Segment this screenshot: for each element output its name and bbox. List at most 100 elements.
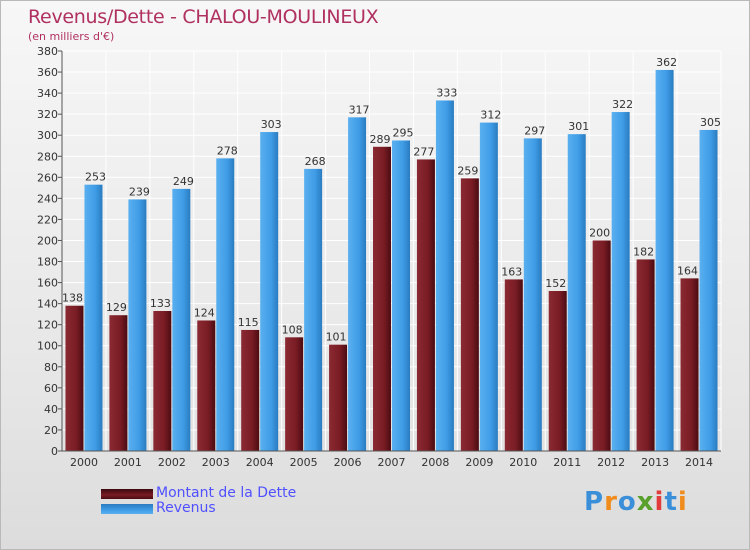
data-label-dette: 138: [62, 292, 83, 305]
bar-dette: [109, 315, 128, 451]
y-tick-label: 320: [37, 108, 58, 121]
bar-revenus: [172, 188, 191, 452]
data-label-revenus: 295: [393, 126, 414, 139]
x-tick-label: 2012: [597, 456, 625, 469]
y-tick-label: 160: [37, 277, 58, 290]
legend-label-dette: Montant de la Dette: [156, 485, 297, 501]
bar-revenus: [216, 158, 235, 452]
y-tick-label: 100: [37, 340, 58, 353]
y-tick-label: 20: [44, 424, 58, 437]
x-tick-label: 2009: [465, 456, 493, 469]
bar-revenus: [84, 184, 103, 451]
y-tick-label: 80: [44, 361, 58, 374]
bars: [65, 69, 718, 452]
logo-letter: r: [604, 487, 618, 517]
y-tick-label: 340: [37, 87, 58, 100]
y-tick-label: 240: [37, 192, 58, 205]
y-tick-label: 220: [37, 213, 58, 226]
proxiti-logo: Proxiti: [584, 487, 688, 517]
data-label-revenus: 249: [173, 175, 194, 188]
bar-revenus: [435, 100, 454, 451]
data-label-revenus: 322: [612, 98, 633, 111]
bar-revenus: [128, 199, 147, 451]
data-label-dette: 108: [282, 323, 303, 336]
data-label-revenus: 297: [524, 124, 545, 137]
x-tick-label: 2002: [158, 456, 186, 469]
bar-dette: [548, 291, 567, 451]
data-label-revenus: 301: [568, 120, 589, 133]
data-label-dette: 124: [194, 306, 215, 319]
logo-letter: t: [664, 487, 678, 517]
y-tick-label: 260: [37, 171, 58, 184]
y-tick-label: 280: [37, 150, 58, 163]
data-label-revenus: 317: [349, 103, 370, 116]
bar-dette: [636, 259, 655, 451]
chart-subtitle: (en milliers d'€): [28, 30, 115, 43]
bar-revenus: [567, 134, 586, 451]
data-labels: 138 253 129 239 133 249 124 278 115 303 108 268 101 3…: [62, 56, 721, 344]
logo-letter: o: [617, 487, 637, 517]
logo-letter: P: [584, 487, 605, 517]
y-tick-label: 180: [37, 256, 58, 269]
bar-dette: [241, 329, 260, 451]
x-tick-label: 2000: [70, 456, 98, 469]
y-tick-label: 60: [44, 382, 58, 395]
chart-title: Revenus/Dette - CHALOU-MOULINEUX: [28, 6, 379, 28]
bar-revenus: [611, 112, 630, 451]
bar-dette: [416, 159, 435, 451]
data-label-dette: 152: [545, 277, 566, 290]
data-label-dette: 101: [326, 331, 347, 344]
data-label-dette: 163: [501, 265, 522, 278]
data-label-revenus: 268: [305, 155, 326, 168]
bar-dette: [592, 240, 611, 451]
bar-dette: [153, 311, 172, 451]
data-label-revenus: 303: [261, 118, 282, 131]
data-label-dette: 277: [413, 145, 434, 158]
bar-revenus: [523, 138, 542, 452]
bar-dette: [197, 320, 216, 451]
y-tick-label: 300: [37, 129, 58, 142]
x-tick-label: 2005: [290, 456, 318, 469]
logo-letter: i: [677, 487, 688, 517]
x-tick-label: 2013: [641, 456, 669, 469]
bar-revenus: [392, 140, 410, 451]
x-tick-label: 2007: [378, 456, 406, 469]
data-label-revenus: 278: [217, 144, 238, 157]
data-label-revenus: 333: [436, 86, 457, 99]
data-label-dette: 259: [457, 164, 478, 177]
data-label-dette: 164: [677, 264, 698, 277]
bar-revenus: [655, 69, 674, 452]
data-label-revenus: 239: [129, 185, 150, 198]
data-label-dette: 182: [633, 245, 654, 258]
y-tick-label: 360: [37, 66, 58, 79]
x-tick-label: 2014: [685, 456, 713, 469]
grid-lines: [61, 50, 722, 452]
legend-label-revenus: Revenus: [156, 500, 216, 516]
bar-dette: [373, 146, 391, 451]
data-label-revenus: 305: [700, 116, 721, 129]
x-tick-label: 2004: [246, 456, 274, 469]
bar-dette: [285, 337, 304, 451]
data-label-revenus: 362: [656, 56, 677, 69]
bar-revenus: [348, 117, 367, 451]
bar-dette: [460, 178, 479, 452]
data-label-dette: 289: [370, 133, 391, 146]
x-tick-label: 2006: [334, 456, 362, 469]
bar-revenus: [304, 168, 323, 452]
y-tick-label: 380: [37, 45, 58, 58]
y-tick-label: 0: [51, 445, 58, 458]
bar-dette: [504, 279, 523, 451]
bar-revenus: [260, 132, 279, 452]
bar-dette: [329, 344, 348, 451]
data-label-revenus: 253: [85, 171, 106, 184]
x-tick-label: 2008: [421, 456, 449, 469]
data-label-dette: 115: [238, 316, 259, 329]
x-tick-label: 2001: [114, 456, 142, 469]
data-label-dette: 133: [150, 297, 171, 310]
bar-dette: [680, 278, 699, 451]
logo-letter: i: [654, 487, 665, 517]
legend-swatch-dette: [101, 489, 153, 499]
y-tick-label: 140: [37, 298, 58, 311]
